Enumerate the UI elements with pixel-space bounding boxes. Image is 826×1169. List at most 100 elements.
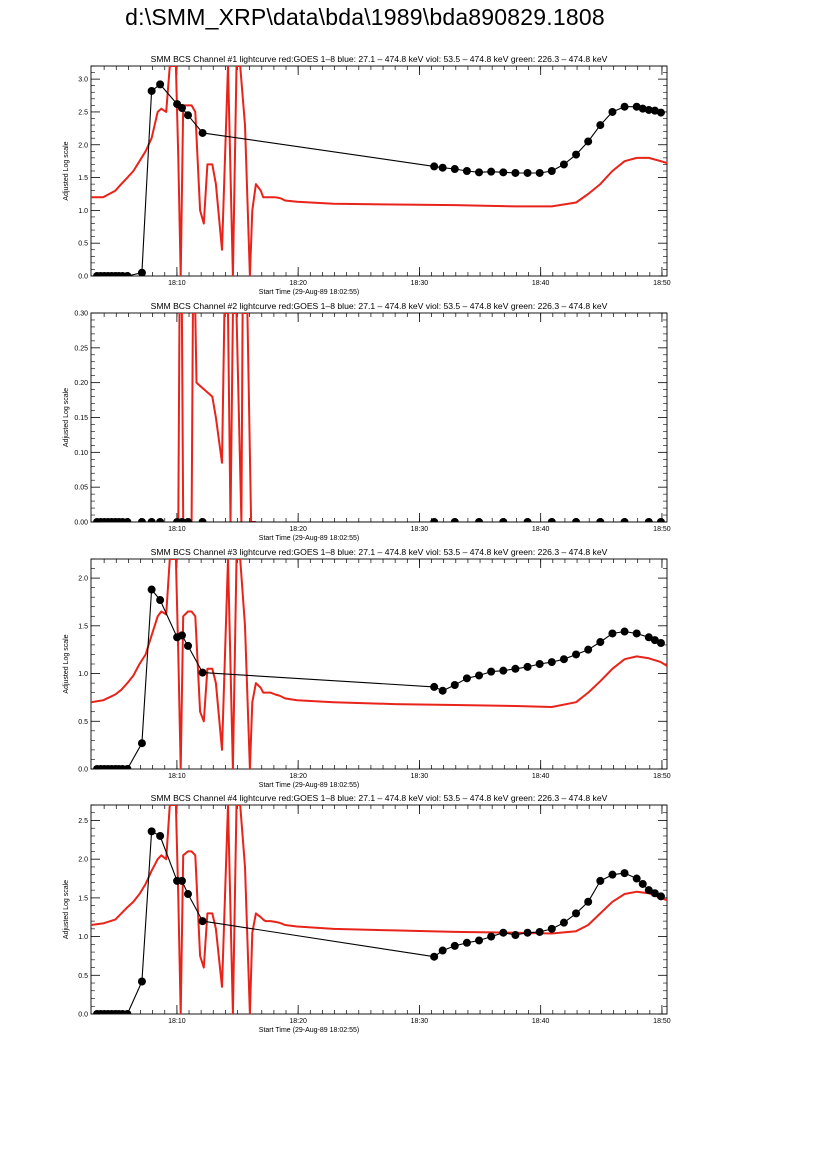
x-axis-label: Start Time (29-Aug-89 18:02:55) — [259, 782, 359, 789]
bcs-data-point — [475, 168, 484, 177]
bcs-data-point — [596, 518, 605, 522]
y-tick-label: 0.05 — [74, 485, 88, 492]
bcs-data-point — [572, 650, 581, 659]
bcs-data-point — [572, 518, 581, 522]
bcs-data-point — [156, 596, 165, 605]
bcs-data-point — [198, 518, 207, 522]
bcs-data-point — [177, 104, 186, 112]
bcs-data-point — [475, 671, 484, 680]
goes-1-8-curve — [91, 559, 667, 769]
bcs-data-point — [638, 104, 647, 113]
bcs-data-point — [450, 165, 459, 174]
goes-1-8-curve — [91, 66, 667, 276]
bcs-data-point — [156, 80, 165, 89]
bcs-data-point — [462, 674, 471, 683]
chart-panel-4: SMM BCS Channel #4 lightcurve red:GOES 1… — [63, 793, 671, 1034]
bcs-data-point — [656, 639, 665, 647]
bcs-data-point — [650, 889, 659, 898]
bcs-data-point — [596, 638, 605, 647]
x-tick-label: 18:20 — [289, 526, 307, 533]
bcs-data-point — [430, 162, 439, 171]
y-tick-label: 2.5 — [78, 818, 88, 825]
bcs-data-point — [656, 108, 665, 117]
bcs-data-point — [198, 917, 207, 926]
bcs-data-point — [572, 150, 581, 159]
bcs-data-point — [523, 518, 532, 522]
bcs-data-point — [547, 924, 556, 933]
x-tick-label: 18:40 — [532, 773, 550, 780]
bcs-data-point — [499, 666, 508, 675]
y-axis-label: Adjusted Log scale — [63, 141, 70, 200]
bcs-data-point — [511, 931, 520, 940]
bcs-data-point — [511, 664, 520, 673]
y-tick-label: 1.0 — [78, 208, 88, 215]
x-tick-label: 18:40 — [532, 1018, 550, 1025]
bcs-data-point — [123, 518, 132, 522]
bcs-data-point — [450, 518, 459, 522]
bcs-data-point — [644, 633, 653, 642]
bcs-data-point — [147, 518, 156, 522]
bcs-data-point — [487, 167, 496, 176]
bcs-data-point — [620, 869, 629, 878]
bcs-data-point — [184, 890, 193, 899]
bcs-data-point — [462, 938, 471, 947]
bcs-data-point — [156, 518, 165, 522]
bcs-data-point — [608, 629, 617, 638]
bcs-data-point — [620, 627, 629, 636]
bcs-data-point — [547, 658, 556, 667]
y-tick-label: 0.0 — [78, 767, 88, 774]
plot-frame — [90, 804, 668, 1015]
bcs-data-point — [650, 106, 659, 115]
bcs-data-point — [632, 629, 641, 638]
bcs-data-point — [535, 927, 544, 936]
y-tick-label: 0.5 — [78, 719, 88, 726]
x-tick-label: 18:30 — [411, 280, 429, 287]
chart-title: SMM BCS Channel #4 lightcurve red:GOES 1… — [151, 793, 608, 803]
bcs-data-point — [430, 682, 439, 691]
bcs-data-point — [462, 167, 471, 175]
bcs-data-point — [137, 268, 146, 276]
chart-panel-1: SMM BCS Channel #1 lightcurve red:GOES 1… — [63, 54, 671, 296]
chart-title: SMM BCS Channel #3 lightcurve red:GOES 1… — [151, 547, 608, 557]
bcs-data-point — [137, 977, 146, 986]
bcs-data-point — [596, 121, 605, 130]
bcs-data-point — [620, 518, 629, 522]
y-axis-label: Adjusted Log scale — [63, 634, 70, 693]
bcs-data-point — [438, 686, 447, 695]
x-tick-label: 18:30 — [411, 526, 429, 533]
bcs-data-point — [620, 102, 629, 111]
bcs-channel-curve — [93, 827, 665, 1014]
x-tick-label: 18:40 — [532, 280, 550, 287]
bcs-data-point — [596, 876, 605, 885]
bcs-data-point — [632, 874, 641, 883]
bcs-data-point — [123, 272, 132, 276]
goes-line — [91, 66, 667, 276]
x-axis-label: Start Time (29-Aug-89 18:02:55) — [259, 535, 359, 542]
bcs-data-point — [559, 655, 568, 664]
chart-title: SMM BCS Channel #1 lightcurve red:GOES 1… — [151, 54, 608, 64]
y-tick-label: 2.0 — [78, 576, 88, 583]
bcs-data-point — [184, 641, 193, 650]
bcs-data-point — [584, 645, 593, 654]
x-tick-label: 18:30 — [411, 773, 429, 780]
y-tick-label: 3.0 — [78, 77, 88, 84]
x-tick-label: 18:50 — [653, 773, 671, 780]
bcs-data-point — [156, 831, 165, 840]
y-tick-label: 0.25 — [74, 345, 88, 352]
plot-frame — [90, 312, 668, 523]
bcs-data-point — [523, 928, 532, 937]
y-tick-label: 0.15 — [74, 415, 88, 422]
y-tick-label: 1.5 — [78, 623, 88, 630]
bcs-data-point — [147, 86, 156, 95]
bcs-data-point — [559, 918, 568, 927]
bcs-data-point — [177, 876, 186, 885]
bcs-data-point — [137, 739, 146, 748]
bcs-data-point — [535, 168, 544, 177]
bcs-data-point — [450, 681, 459, 689]
x-tick-label: 18:20 — [289, 773, 307, 780]
bcs-data-point — [177, 631, 186, 640]
bcs-data-point — [184, 518, 193, 522]
y-tick-label: 0.0 — [78, 1012, 88, 1019]
bcs-data-point — [430, 952, 439, 961]
goes-line — [91, 559, 667, 769]
